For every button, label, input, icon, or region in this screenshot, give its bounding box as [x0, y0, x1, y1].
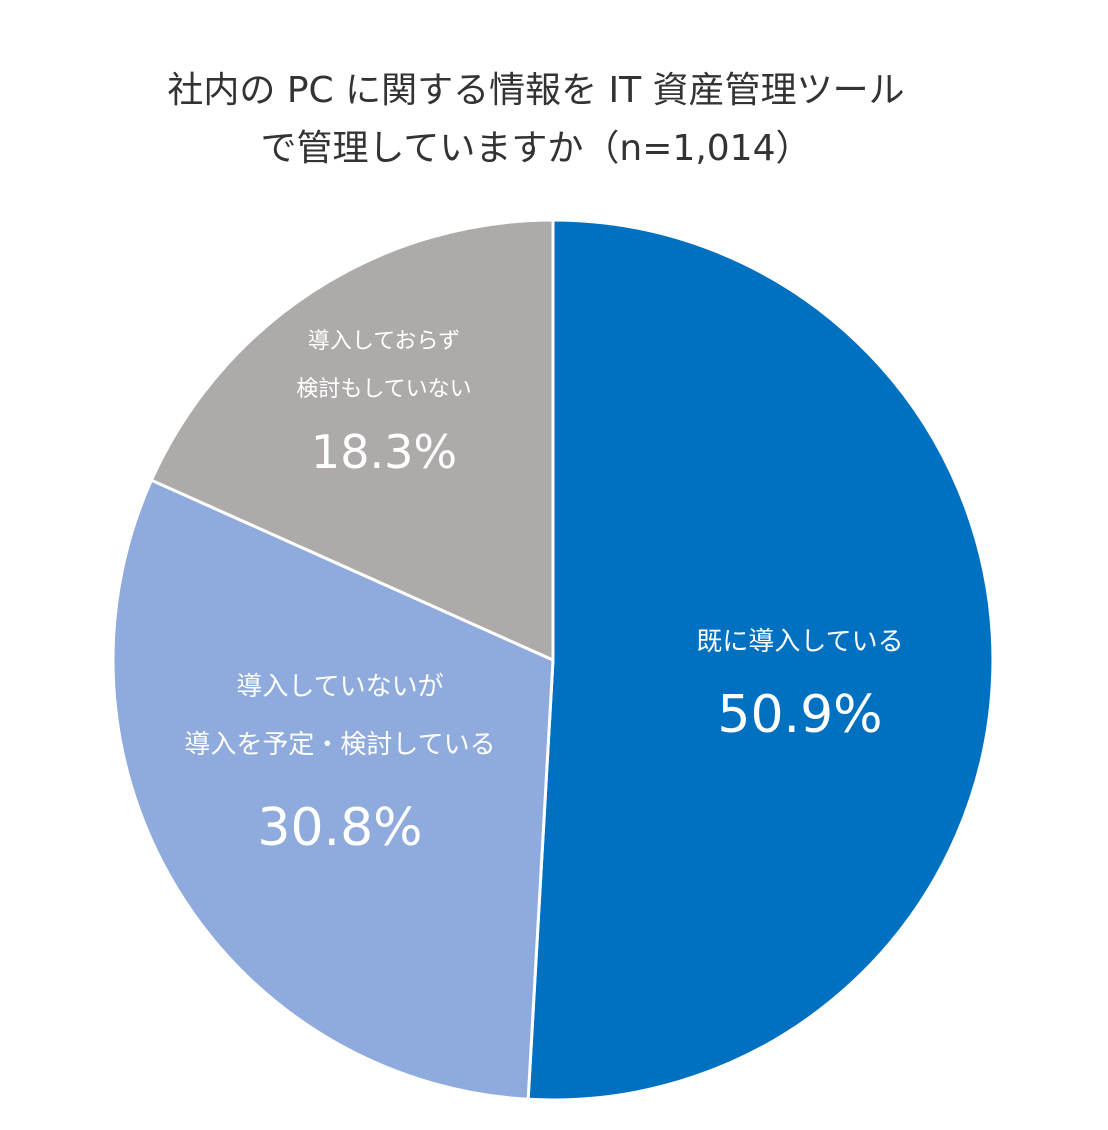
slice-1-category-label: 既に導入している — [696, 627, 903, 657]
slice-2-value-label: 30.8% — [257, 798, 422, 858]
pie-slice-2 — [111, 478, 555, 1101]
chart-title: 社内の PC に関する情報を IT 資産管理ツール で管理していますか（n=1,… — [0, 62, 1072, 178]
slice-2-category-label: 導入を予定・検討している — [184, 730, 495, 760]
slice-1-value-label: 50.9% — [717, 685, 882, 745]
slice-3-category-label: 検討もしていない — [296, 377, 471, 402]
pie-slices — [111, 218, 995, 1102]
pie-slice-1 — [526, 218, 995, 1102]
chart-title-line-1: 社内の PC に関する情報を IT 資産管理ツール — [167, 70, 905, 111]
chart-title-line-2: で管理していますか（n=1,014） — [260, 128, 812, 169]
slice-3-category-label: 導入しておらず — [308, 329, 460, 354]
slice-2-category-label: 導入していないが — [236, 672, 443, 702]
pie-slice-3 — [149, 218, 555, 662]
slice-3-value-label: 18.3% — [311, 425, 457, 479]
